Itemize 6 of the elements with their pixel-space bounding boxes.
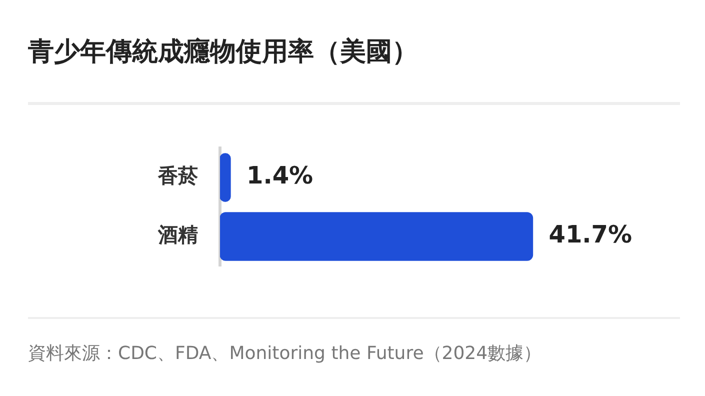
data-label: 1.4% [246, 162, 314, 190]
y-tick-label: 香菸 [157, 164, 199, 188]
y-tick-label: 酒精 [157, 222, 198, 247]
data-label: 41.7% [548, 220, 632, 249]
source-note: 資料來源：CDC、FDA、Monitoring the Future（2024數據） [28, 342, 542, 365]
chart-title: 青少年傳統成癮物使用率（美國） [28, 36, 418, 69]
